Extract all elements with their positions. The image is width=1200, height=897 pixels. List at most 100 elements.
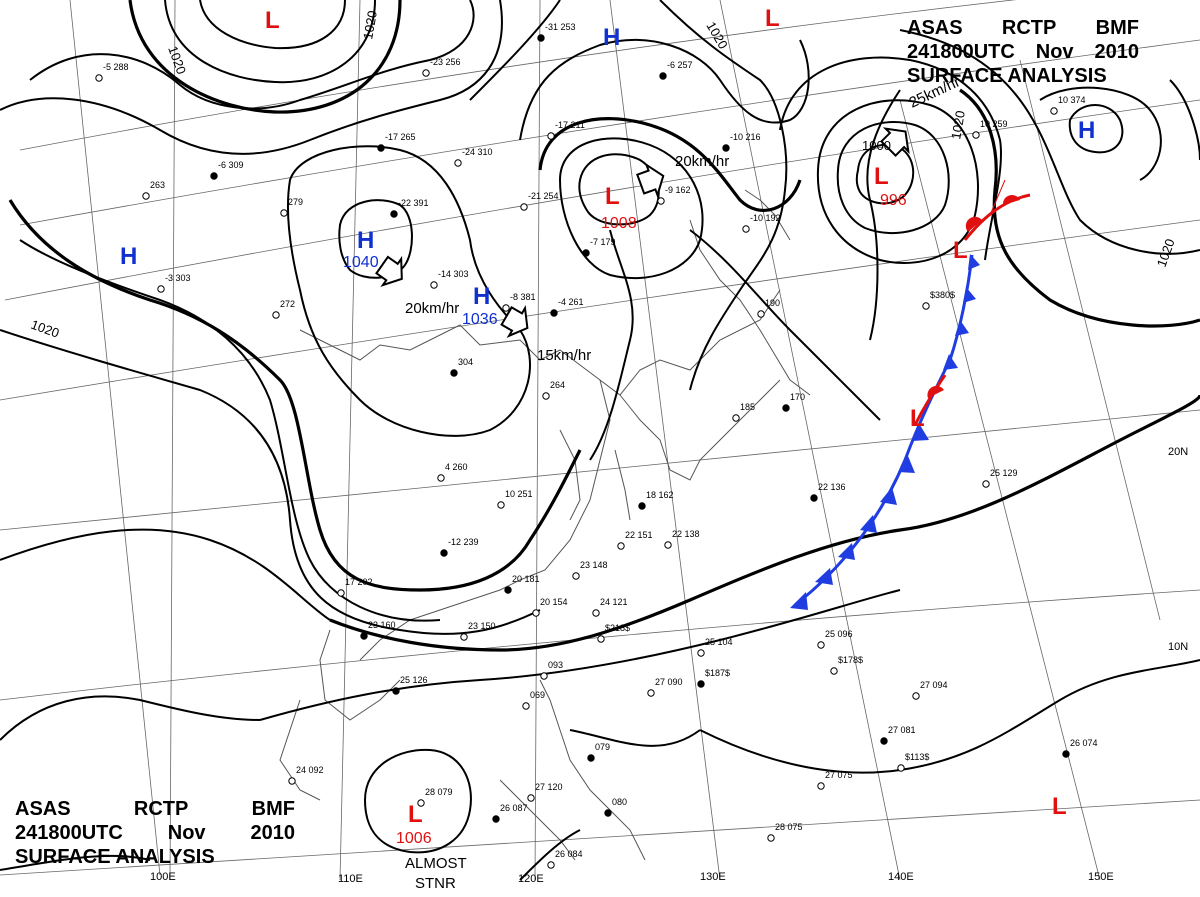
station-marker [540,672,548,680]
station-label: -10 216 [730,132,761,142]
annotation-line: STNR [415,875,456,892]
movement-label: 20km/hr [405,300,459,317]
station-label: -22 391 [398,198,429,208]
station-label: 27 120 [535,782,563,792]
station-label: 263 [150,180,165,190]
station-label: 27 090 [655,677,683,687]
isobar-label: 1000 [862,138,891,153]
station-label: -3 303 [165,273,191,283]
low-center-pressure: 996 [880,192,907,209]
station-label: -14 303 [438,269,469,279]
station-label: $187$ [705,668,730,678]
station-marker [697,680,705,688]
station-label: 17 202 [345,577,373,587]
station-marker [817,782,825,790]
station-label: 26 084 [555,849,583,859]
station-label: 24 092 [296,765,324,775]
station-marker [550,309,558,317]
station-marker [522,702,530,710]
station-marker [582,249,590,257]
low-center-symbol: L [910,405,925,432]
header-line-3: SURFACE ANALYSIS [15,845,295,869]
header-time: 241800UTC [907,41,1015,63]
station-marker [532,609,540,617]
station-label: -5 288 [103,62,129,72]
station-label: 25 129 [990,468,1018,478]
station-label: 25 104 [705,637,733,647]
station-marker [604,809,612,817]
station-marker [587,754,595,762]
station-marker [440,549,448,557]
station-marker [659,72,667,80]
station-label: 4 260 [445,462,468,472]
station-marker [767,834,775,842]
station-marker [782,404,790,412]
header-line-3: SURFACE ANALYSIS [907,64,1139,88]
station-marker [547,132,555,140]
station-label: 079 [595,742,610,752]
station-label: 18 162 [646,490,674,500]
station-marker [922,302,930,310]
station-label: 22 151 [625,530,653,540]
header-product: ASAS [907,17,963,39]
station-label: 23 150 [468,621,496,631]
station-marker [280,209,288,217]
station-marker [497,501,505,509]
station-label: 10 374 [1058,95,1086,105]
station-plots: -31 253 -23 256 -5 288 -17 265 -24 310 -17 21… [95,22,1098,869]
header-station: RCTP [133,798,189,820]
station-marker [360,632,368,640]
station-label: 069 [530,690,545,700]
header-month: Nov [1035,41,1074,63]
station-label: 279 [288,197,303,207]
low-center-pressure: 1008 [601,215,637,232]
station-marker [880,737,888,745]
station-label: $113$ [905,752,929,762]
station-marker [757,310,765,318]
low-center-symbol: L [408,801,423,828]
station-label: 22 138 [672,529,700,539]
low-center-symbol: L [265,7,280,34]
isobar-label: 1020 [948,109,968,140]
longitude-label: 150E [1088,871,1114,883]
longitude-label: 110E [338,873,363,885]
station-marker [210,172,218,180]
station-label: 093 [548,660,563,670]
low-center-symbol: L [765,5,780,32]
station-label: -9 162 [665,185,691,195]
station-marker [657,197,665,205]
station-label: -6 257 [667,60,693,70]
station-label: 264 [550,380,565,390]
cold-front [790,254,980,610]
station-label: 24 121 [600,597,628,607]
station-marker [912,692,920,700]
station-marker [422,69,430,77]
station-marker [520,203,528,211]
station-marker [95,74,103,82]
latitude-label: 10N [1168,641,1188,653]
station-marker [1062,750,1070,758]
station-label: 27 094 [920,680,948,690]
station-label: -8 381 [510,292,536,302]
header-line-2: 241800UTC Nov 2010 [907,40,1139,64]
station-label: 20 154 [540,597,568,607]
header-station: RCTP [1001,17,1057,39]
low-center-symbol: L [874,163,889,190]
station-marker [697,649,705,657]
station-marker [817,641,825,649]
header-line-1: ASAS RCTP BMF [907,16,1139,40]
station-label: 25 126 [400,675,428,685]
longitude-label: 100E [150,871,176,883]
station-marker [377,144,385,152]
station-label: $178$ [838,655,863,665]
station-label: -6 309 [218,160,244,170]
movement-label: 15km/hr [537,347,591,364]
station-label: 10 259 [980,119,1008,129]
header-line-1: ASAS RCTP BMF [15,797,295,821]
high-center-pressure: 1036 [462,311,498,328]
station-marker [417,799,425,807]
station-label: 10 251 [505,489,533,499]
high-center-symbol: H [473,283,490,310]
